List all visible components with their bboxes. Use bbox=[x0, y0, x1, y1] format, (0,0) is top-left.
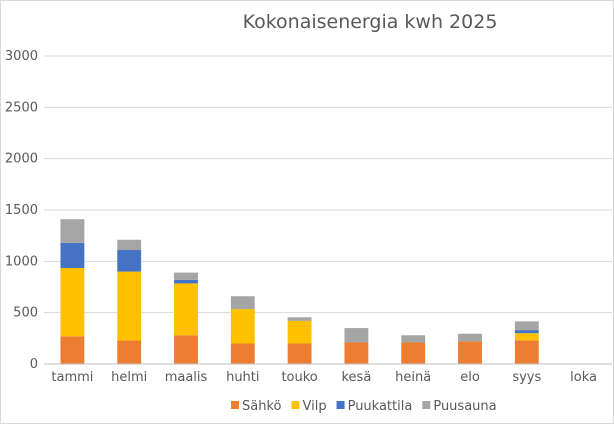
y-tick-label: 3000 bbox=[5, 49, 38, 64]
legend-swatch bbox=[231, 401, 239, 409]
y-tick-label: 0 bbox=[30, 357, 38, 372]
x-tick-label: elo bbox=[460, 370, 480, 385]
bar-segment bbox=[117, 239, 142, 251]
bar-segment bbox=[230, 309, 255, 344]
y-tick-label: 500 bbox=[13, 306, 38, 321]
bar-segment bbox=[401, 342, 426, 364]
legend-label: Sähkö bbox=[242, 399, 282, 414]
bar-segment bbox=[117, 250, 142, 272]
bar-segment bbox=[514, 333, 539, 341]
legend-item: Vilp bbox=[291, 399, 327, 414]
x-tick-label: syys bbox=[512, 370, 541, 385]
legend-item: Sähkö bbox=[231, 399, 282, 414]
legend-item: Puukattila bbox=[336, 399, 413, 414]
y-tick-label: 2000 bbox=[5, 152, 38, 167]
bar-segment bbox=[344, 328, 369, 343]
bar-segment bbox=[458, 333, 482, 342]
legend-label: Puusauna bbox=[433, 399, 496, 414]
x-tick-label: helmi bbox=[111, 370, 147, 385]
chart-title: Kokonaisenergia kwh 2025 bbox=[243, 11, 498, 33]
bar-segment bbox=[117, 340, 142, 364]
x-tick-label: huhti bbox=[226, 370, 259, 385]
bar-segment bbox=[60, 336, 85, 364]
bar-segment bbox=[60, 219, 85, 243]
bar-segment bbox=[174, 335, 198, 364]
y-tick-label: 1500 bbox=[5, 203, 38, 218]
bar-segment bbox=[117, 271, 142, 341]
legend-item: Puusauna bbox=[422, 399, 497, 414]
y-axis-ticks: 0 500 1000 1500 2000 2500 3000 bbox=[5, 49, 38, 372]
bars bbox=[60, 219, 539, 364]
bar-segment bbox=[344, 342, 369, 364]
bar-segment bbox=[174, 279, 198, 284]
y-tick-label: 2500 bbox=[5, 100, 38, 115]
bar-segment bbox=[287, 343, 312, 364]
legend-label: Puukattila bbox=[348, 399, 413, 414]
legend-swatch bbox=[336, 401, 345, 409]
legend-swatch bbox=[291, 401, 300, 409]
bar-segment bbox=[60, 242, 85, 269]
x-tick-label: touko bbox=[281, 370, 317, 385]
legend-swatch bbox=[422, 401, 431, 409]
bar-segment bbox=[514, 330, 539, 334]
bar-segment bbox=[458, 341, 482, 364]
bar-segment bbox=[60, 268, 85, 337]
legend: Sähkö Vilp Puukattila Puusauna bbox=[231, 399, 497, 414]
bar-segment bbox=[174, 272, 198, 280]
x-tick-label: loka bbox=[570, 370, 597, 385]
bar-segment bbox=[230, 296, 255, 310]
x-axis-ticks: tammi helmi maalis huhti touko kesä heinä elo sy… bbox=[51, 370, 597, 385]
bar-segment bbox=[287, 320, 312, 344]
bar-segment bbox=[514, 321, 539, 331]
bar-segment bbox=[401, 335, 426, 343]
bar-segment bbox=[230, 343, 255, 364]
legend-label: Vilp bbox=[302, 399, 326, 414]
y-tick-label: 1000 bbox=[5, 254, 38, 269]
bar-segment bbox=[287, 317, 312, 321]
x-tick-label: heinä bbox=[395, 370, 431, 385]
x-tick-label: maalis bbox=[165, 370, 208, 385]
x-tick-label: kesä bbox=[341, 370, 371, 385]
bar-segment bbox=[174, 283, 198, 336]
x-tick-label: tammi bbox=[51, 370, 93, 385]
bar-segment bbox=[514, 340, 539, 364]
